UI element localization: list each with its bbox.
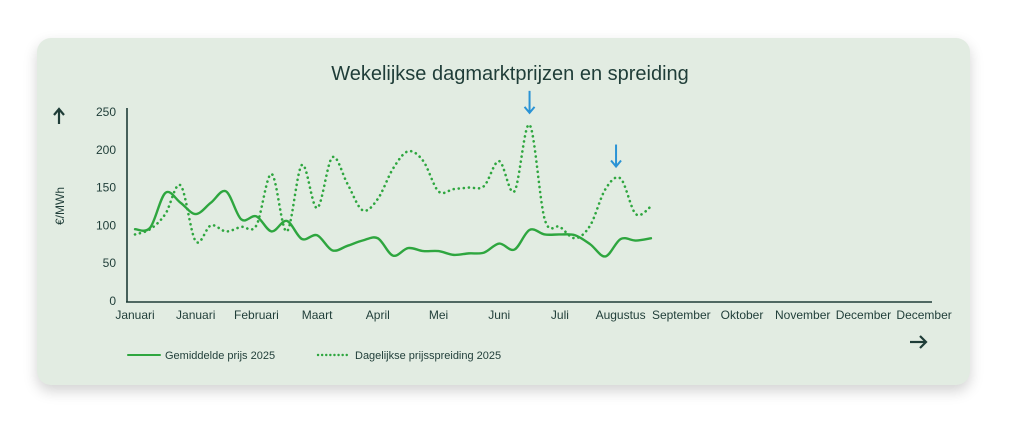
arrow-down-icon <box>523 90 536 115</box>
y-tick-label: 50 <box>103 256 117 270</box>
y-tick-label: 0 <box>109 294 116 308</box>
y-tick-label: 250 <box>96 105 116 119</box>
chart-card <box>37 38 970 385</box>
series-line-gemiddelde-prijs <box>133 189 653 258</box>
x-tick-label: Mei <box>429 308 448 322</box>
chart-title: Wekelijkse dagmarktprijzen en spreiding <box>331 63 689 85</box>
x-tick-label: Februari <box>234 308 279 322</box>
x-tick-label: December <box>896 308 951 322</box>
x-tick-label: April <box>366 308 390 322</box>
x-tick-label: Januari <box>176 308 215 322</box>
x-tick-label: Augustus <box>596 308 646 322</box>
series-line-prijsspreiding <box>133 123 653 244</box>
arrow-up-icon <box>53 107 65 124</box>
y-tick-label: 200 <box>96 143 116 157</box>
x-tick-label: November <box>775 308 830 322</box>
x-tick-label: Juni <box>488 308 510 322</box>
arrow-right-icon <box>910 335 928 349</box>
legend-label: Dagelijkse prijsspreiding 2025 <box>355 350 501 362</box>
legend-label: Gemiddelde prijs 2025 <box>165 350 275 362</box>
y-tick-label: 100 <box>96 218 116 232</box>
y-tick-label: 150 <box>96 181 116 195</box>
x-tick-label: Maart <box>302 308 333 322</box>
x-tick-label: September <box>652 308 711 322</box>
x-tick-label: Januari <box>115 308 154 322</box>
arrow-down-icon <box>610 144 622 169</box>
x-tick-label: Juli <box>551 308 569 322</box>
x-tick-label: December <box>836 308 891 322</box>
y-axis-label: €/MWh <box>53 187 67 225</box>
x-tick-label: Oktober <box>721 308 764 322</box>
